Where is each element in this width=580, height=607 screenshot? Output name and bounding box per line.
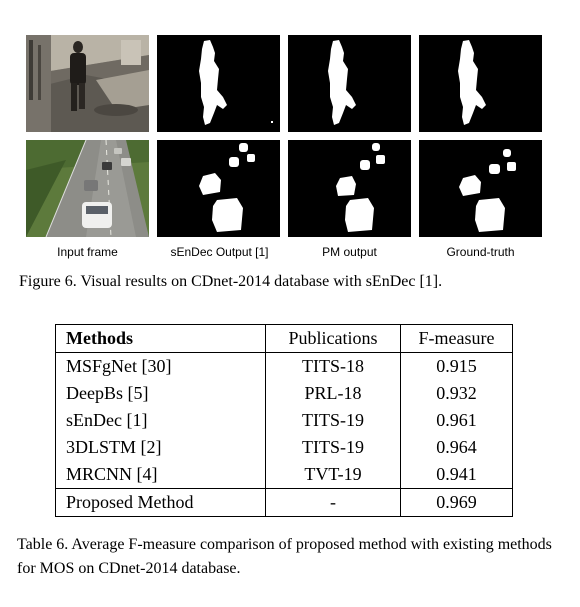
cell-publication: - [265,488,401,517]
table-row: 3DLSTM [2] TITS-19 0.964 [55,434,513,461]
cell-fmeasure: 0.915 [400,352,513,380]
pm-output-pedestrian [288,35,411,132]
table-row: sEnDec [1] TITS-19 0.961 [55,407,513,434]
table-header-row: Methods Publications F-measure [55,324,513,353]
cell-method: 3DLSTM [2] [55,434,266,461]
sendec-output-highway [157,140,280,237]
label-sendec-output: sEnDec Output [1] [170,245,269,259]
results-table: Methods Publications F-measure MSFgNet [… [55,324,513,517]
pm-output-highway [288,140,411,237]
cell-method: MRCNN [4] [55,461,266,489]
table-row: MRCNN [4] TVT-19 0.941 [55,461,513,489]
cell-publication: TITS-19 [265,407,401,434]
table-row: MSFgNet [30] TITS-18 0.915 [55,352,513,380]
cell-fmeasure: 0.932 [400,380,513,407]
ground-truth-highway [419,140,542,237]
header-publications: Publications [265,324,401,353]
label-input-frame: Input frame [57,245,118,259]
label-ground-truth: Ground-truth [446,245,515,259]
cell-fmeasure: 0.969 [400,488,513,517]
header-methods: Methods [55,324,266,353]
cell-fmeasure: 0.961 [400,407,513,434]
input-frame-pedestrian [26,35,149,132]
label-pm-output: PM output [322,245,377,259]
table-caption: Table 6. Average F-measure comparison of… [17,536,552,577]
cell-method: Proposed Method [55,488,266,517]
cell-publication: TITS-18 [265,352,401,380]
cell-publication: TVT-19 [265,461,401,489]
input-frame-highway [26,140,149,237]
cell-fmeasure: 0.941 [400,461,513,489]
cell-publication: TITS-19 [265,434,401,461]
cell-method: MSFgNet [30] [55,352,266,380]
cell-method: DeepBs [5] [55,380,266,407]
figure-column-labels: Input frame sEnDec Output [1] PM output … [26,245,546,261]
table-row: DeepBs [5] PRL-18 0.932 [55,380,513,407]
cell-publication: PRL-18 [265,380,401,407]
ground-truth-pedestrian [419,35,542,132]
table-row-proposed: Proposed Method - 0.969 [55,488,513,517]
cell-fmeasure: 0.964 [400,434,513,461]
sendec-output-pedestrian [157,35,280,132]
cell-method: sEnDec [1] [55,407,266,434]
header-fmeasure: F-measure [400,324,513,353]
figure-caption: Figure 6. Visual results on CDnet-2014 d… [19,273,443,290]
